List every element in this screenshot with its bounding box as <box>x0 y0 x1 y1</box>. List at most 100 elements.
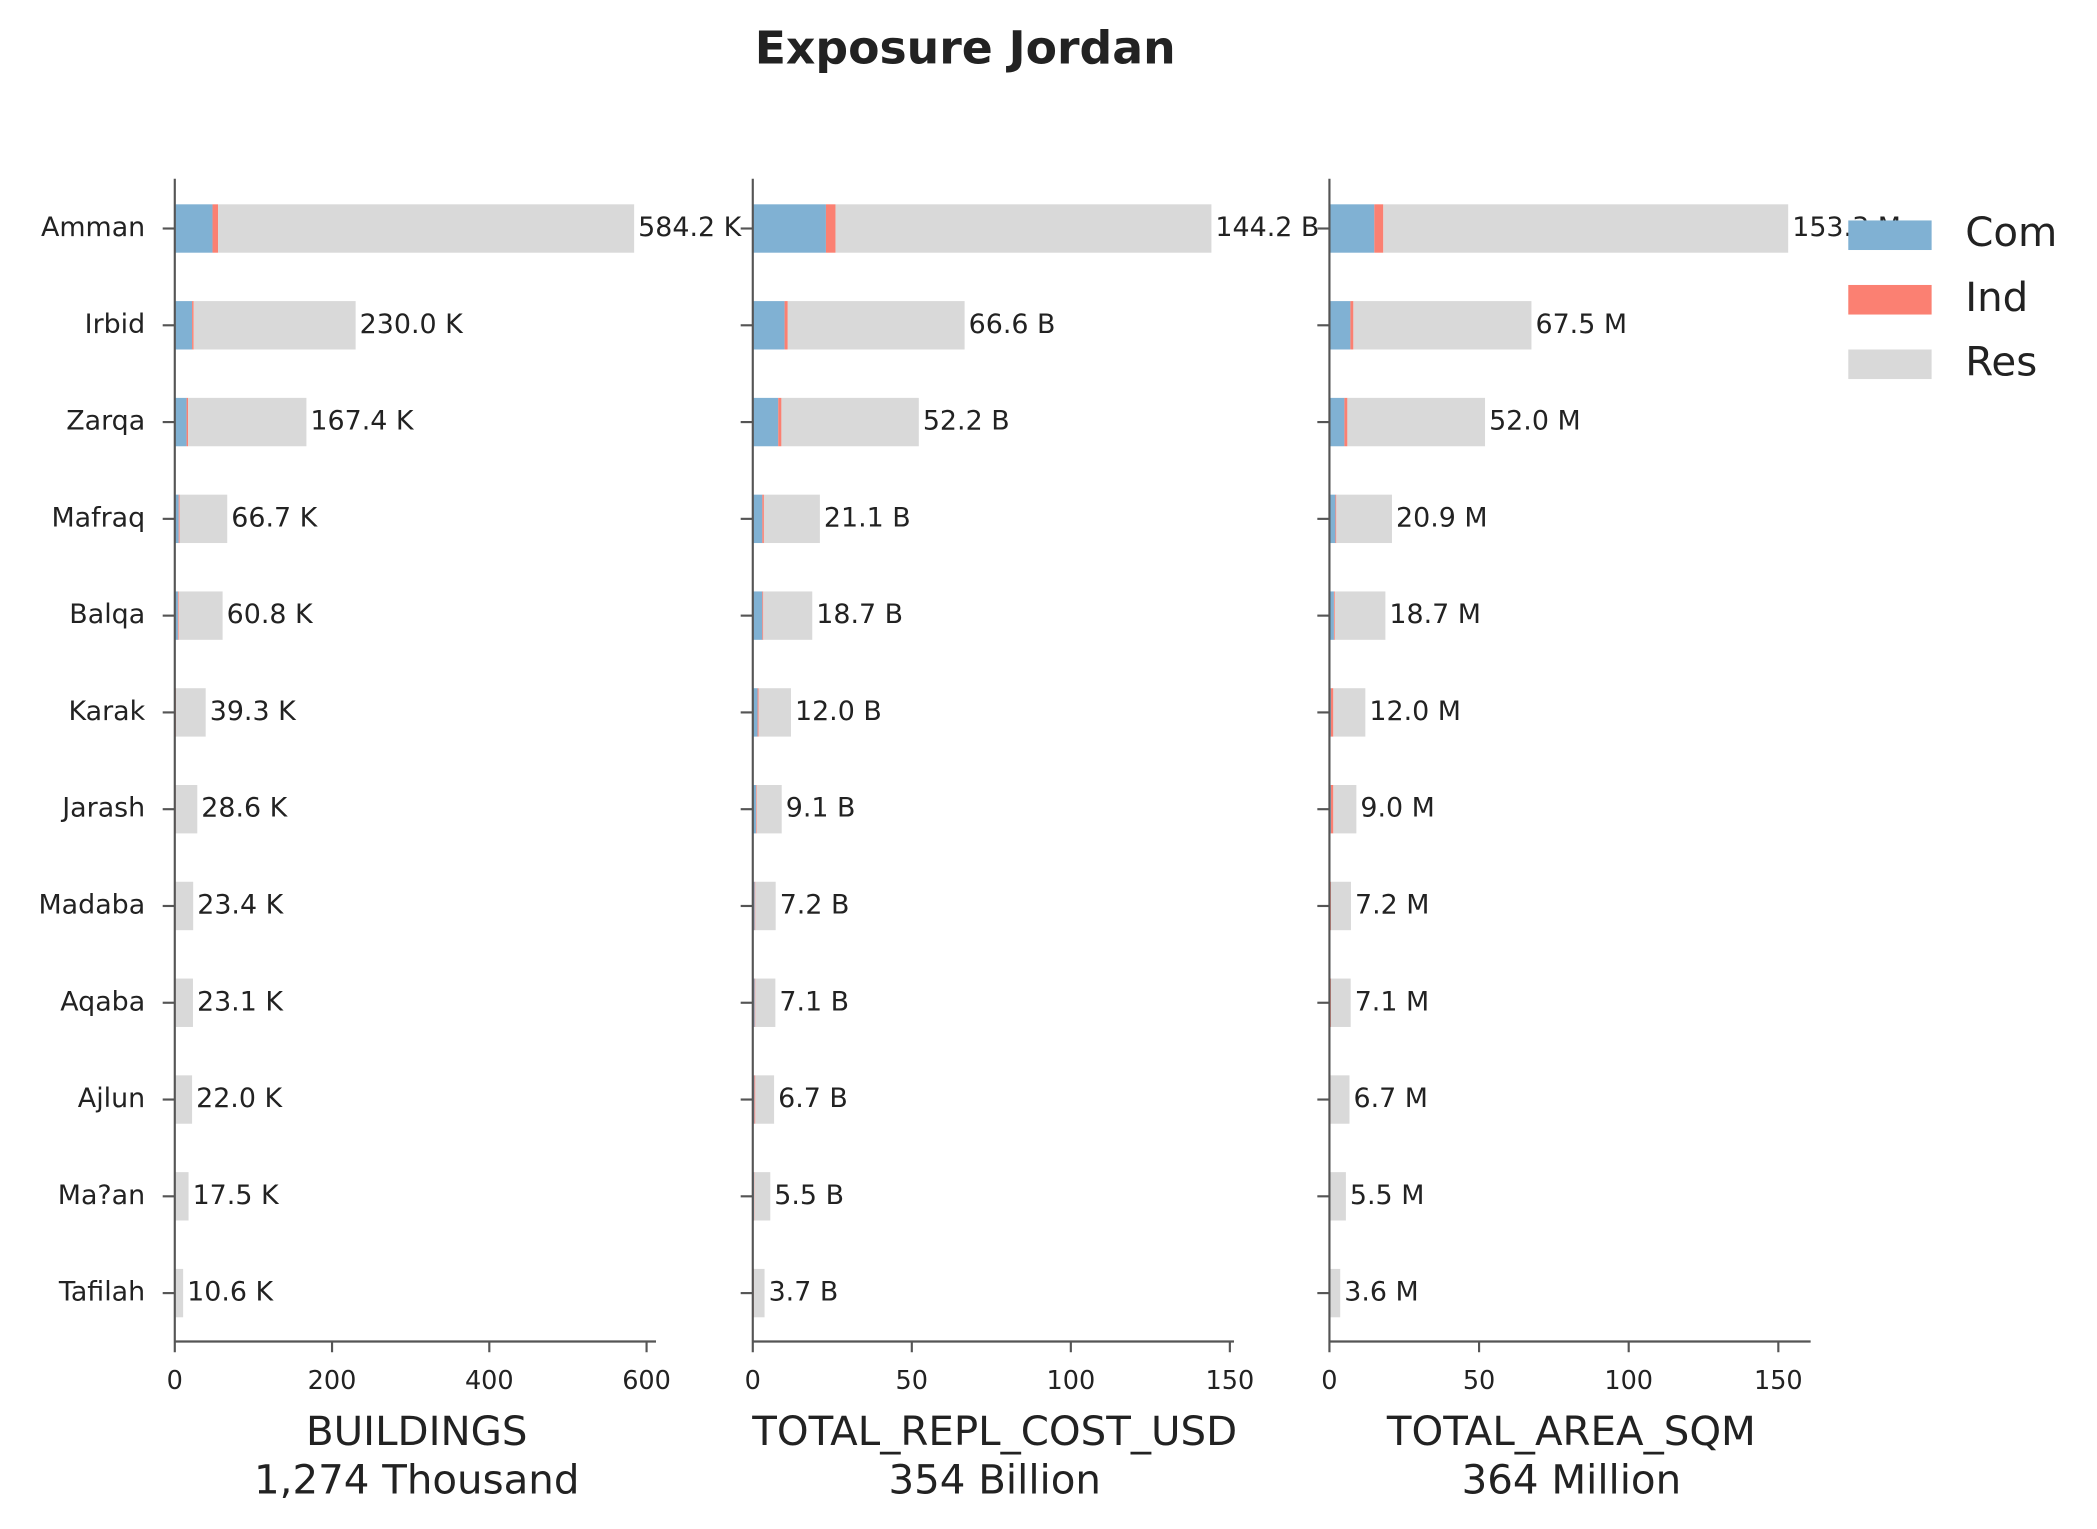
value-label: 21.1 B <box>824 502 911 533</box>
bar-segment <box>757 688 759 737</box>
bar-segment <box>175 881 194 931</box>
bar-segment <box>174 494 179 544</box>
legend-label: Res <box>1965 338 2037 385</box>
bar-segment <box>1330 978 1351 1027</box>
value-label: 7.1 B <box>779 986 849 1017</box>
bar-segment <box>754 1172 771 1221</box>
bar-segment <box>1353 301 1532 350</box>
bar-segment <box>778 397 782 447</box>
bar-segment <box>755 978 776 1027</box>
bar-segment <box>1374 204 1384 253</box>
bar-segment <box>1330 881 1331 931</box>
bar-segment <box>755 784 757 834</box>
value-label: 5.5 M <box>1350 1180 1424 1211</box>
category-label: Madaba <box>38 889 145 920</box>
value-label: 7.2 M <box>1355 889 1429 920</box>
value-label: 12.0 B <box>795 696 882 727</box>
bar-segment <box>1330 784 1334 834</box>
bar-segment <box>186 397 189 447</box>
bar-segment <box>762 494 764 544</box>
value-label: 7.2 B <box>780 889 850 920</box>
value-label: 66.6 B <box>969 309 1056 340</box>
bar-segment <box>1330 1075 1350 1124</box>
bar-segment <box>762 591 764 640</box>
value-label: 28.6 K <box>201 793 288 824</box>
bar-segment <box>175 688 206 737</box>
category-label: Zarqa <box>66 406 145 437</box>
x-tick-label: 150 <box>1206 1366 1255 1396</box>
bar-segment <box>755 1075 775 1124</box>
value-label: 6.7 B <box>778 1083 848 1114</box>
value-label: 584.2 K <box>638 212 742 243</box>
bar-segment <box>1329 204 1375 253</box>
bar-segment <box>1330 881 1351 931</box>
value-label: 18.7 M <box>1389 599 1481 630</box>
bar-segment <box>1330 1172 1346 1221</box>
bar-segment <box>763 494 820 544</box>
value-label: 66.7 K <box>231 502 318 533</box>
value-label: 17.5 K <box>193 1180 280 1211</box>
bar-segment <box>1335 494 1337 544</box>
value-label: 9.1 B <box>786 793 856 824</box>
value-label: 144.2 B <box>1215 212 1319 243</box>
bar-segment <box>754 1075 756 1124</box>
bar-segment <box>752 688 758 737</box>
value-label: 60.8 K <box>227 599 314 630</box>
bar-segment <box>752 784 756 834</box>
category-label: Aqaba <box>60 986 145 1017</box>
value-label: 39.3 K <box>210 696 297 727</box>
value-label: 23.1 K <box>197 986 284 1017</box>
value-label: 167.4 K <box>310 406 414 437</box>
bar-segment <box>1329 494 1336 544</box>
bar-segment <box>825 204 836 253</box>
value-label: 12.0 M <box>1369 696 1461 727</box>
category-label: Ajlun <box>78 1083 145 1114</box>
category-label: Tafilah <box>58 1277 145 1308</box>
x-tick-label: 100 <box>1604 1366 1653 1396</box>
bar-segment <box>174 591 178 640</box>
value-label: 6.7 M <box>1354 1083 1428 1114</box>
bar-segment <box>174 397 187 447</box>
value-label: 52.0 M <box>1489 406 1581 437</box>
value-label: 52.2 B <box>923 406 1010 437</box>
value-label: 10.6 K <box>187 1277 274 1308</box>
bar-segment <box>1330 978 1331 1027</box>
bar-segment <box>755 881 776 931</box>
bar-segment <box>1334 591 1386 640</box>
legend-label: Com <box>1965 209 2057 256</box>
bar-segment <box>754 1268 765 1318</box>
bar-segment <box>192 301 194 350</box>
bar-segment <box>752 591 763 640</box>
bar-segment <box>174 204 213 253</box>
bar-segment <box>178 494 180 544</box>
bar-segment <box>175 1268 184 1318</box>
bar-segment <box>752 397 779 447</box>
x-tick-label: 0 <box>1321 1366 1337 1396</box>
value-label: 18.7 B <box>816 599 903 630</box>
bar-segment <box>1383 204 1789 253</box>
x-tick-label: 600 <box>622 1366 671 1396</box>
bar-segment <box>1350 301 1354 350</box>
x-tick-label: 0 <box>167 1366 183 1396</box>
bar-segment <box>175 1075 193 1124</box>
x-axis-label: 1,274 Thousand <box>254 1457 579 1504</box>
bar-segment <box>1329 301 1351 350</box>
bar-segment <box>835 204 1212 253</box>
category-label: Balqa <box>69 599 145 630</box>
bar-segment <box>218 204 635 253</box>
bar-segment <box>175 978 193 1027</box>
legend-swatch <box>1848 349 1932 380</box>
bar-segment <box>178 591 223 640</box>
bar-segment <box>787 301 965 350</box>
legend-swatch <box>1848 284 1932 315</box>
category-label: Ma?an <box>58 1180 145 1211</box>
bar-segment <box>175 1172 189 1221</box>
category-label: Mafraq <box>52 502 146 533</box>
value-label: 20.9 M <box>1396 502 1488 533</box>
x-axis-label: BUILDINGS <box>306 1408 527 1455</box>
bar-segment <box>781 397 919 447</box>
value-label: 22.0 K <box>196 1083 283 1114</box>
x-tick-label: 100 <box>1046 1366 1095 1396</box>
bar-segment <box>1333 784 1357 834</box>
